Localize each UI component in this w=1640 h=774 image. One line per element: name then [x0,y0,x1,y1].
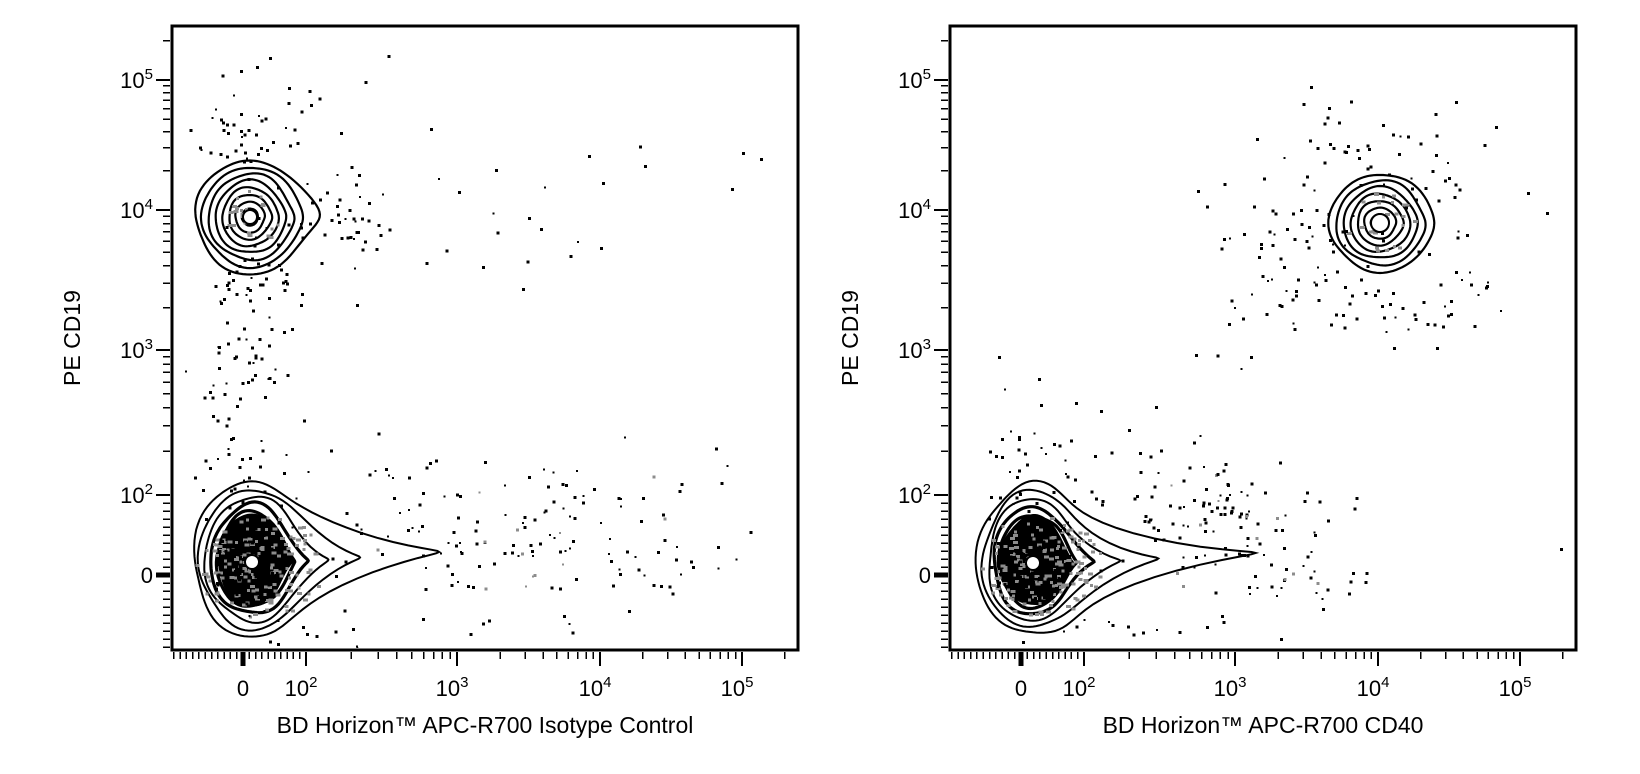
plot-border [948,24,1578,652]
y-axis-label-isotype: PE CD19 [59,290,85,386]
x-tick-label: 0 [237,676,249,701]
y-tick-label: 104 [898,196,931,223]
plot-area-isotype: 0 102 103 104 105 0 102 103 104 105 [120,24,800,701]
x-axis-ticks: 0 102 103 104 105 [172,652,786,701]
x-axis-ticks: 0 102 103 104 105 [950,652,1564,701]
contour-plot-isotype-control: BD Horizon™ APC-R700 Isotype Control PE … [59,24,800,738]
x-tick-label: 103 [436,674,469,701]
y-tick-label: 105 [898,66,931,93]
plot-border [170,24,800,652]
data-layer [974,86,1563,644]
x-axis-label-isotype: BD Horizon™ APC-R700 Isotype Control [277,712,694,738]
y-tick-label: 104 [120,196,153,223]
y-tick-label: 103 [120,336,153,363]
y-axis-ticks: 0 102 103 104 105 [120,40,170,648]
x-tick-label: 105 [721,674,754,701]
contour-plot-cd40: BD Horizon™ APC-R700 CD40 PE CD19 0 102 10… [837,24,1578,738]
population-contours [974,479,1260,634]
plot-area-cd40: 0 102 103 104 105 0 102 103 104 105 [898,24,1578,701]
y-tick-label: 102 [898,481,931,508]
scatter-dots [185,55,763,648]
scatter-dots [988,86,1563,644]
x-tick-label: 102 [1063,674,1096,701]
y-tick-label: 0 [919,563,931,588]
x-tick-label: 0 [1015,676,1027,701]
x-tick-label: 105 [1499,674,1532,701]
y-tick-label: 103 [898,336,931,363]
population-contours [1327,173,1436,275]
y-axis-label-cd40: PE CD19 [837,290,863,386]
y-tick-label: 102 [120,481,153,508]
x-tick-label: 103 [1214,674,1247,701]
x-tick-label: 104 [579,674,612,701]
x-tick-label: 102 [285,674,318,701]
population-contours [194,159,322,276]
y-tick-label: 0 [141,563,153,588]
data-layer [185,55,763,648]
population-contours [193,480,442,638]
x-tick-label: 104 [1357,674,1390,701]
x-axis-label-cd40: BD Horizon™ APC-R700 CD40 [1103,712,1424,738]
y-tick-label: 105 [120,66,153,93]
y-axis-ticks: 0 102 103 104 105 [898,40,948,648]
